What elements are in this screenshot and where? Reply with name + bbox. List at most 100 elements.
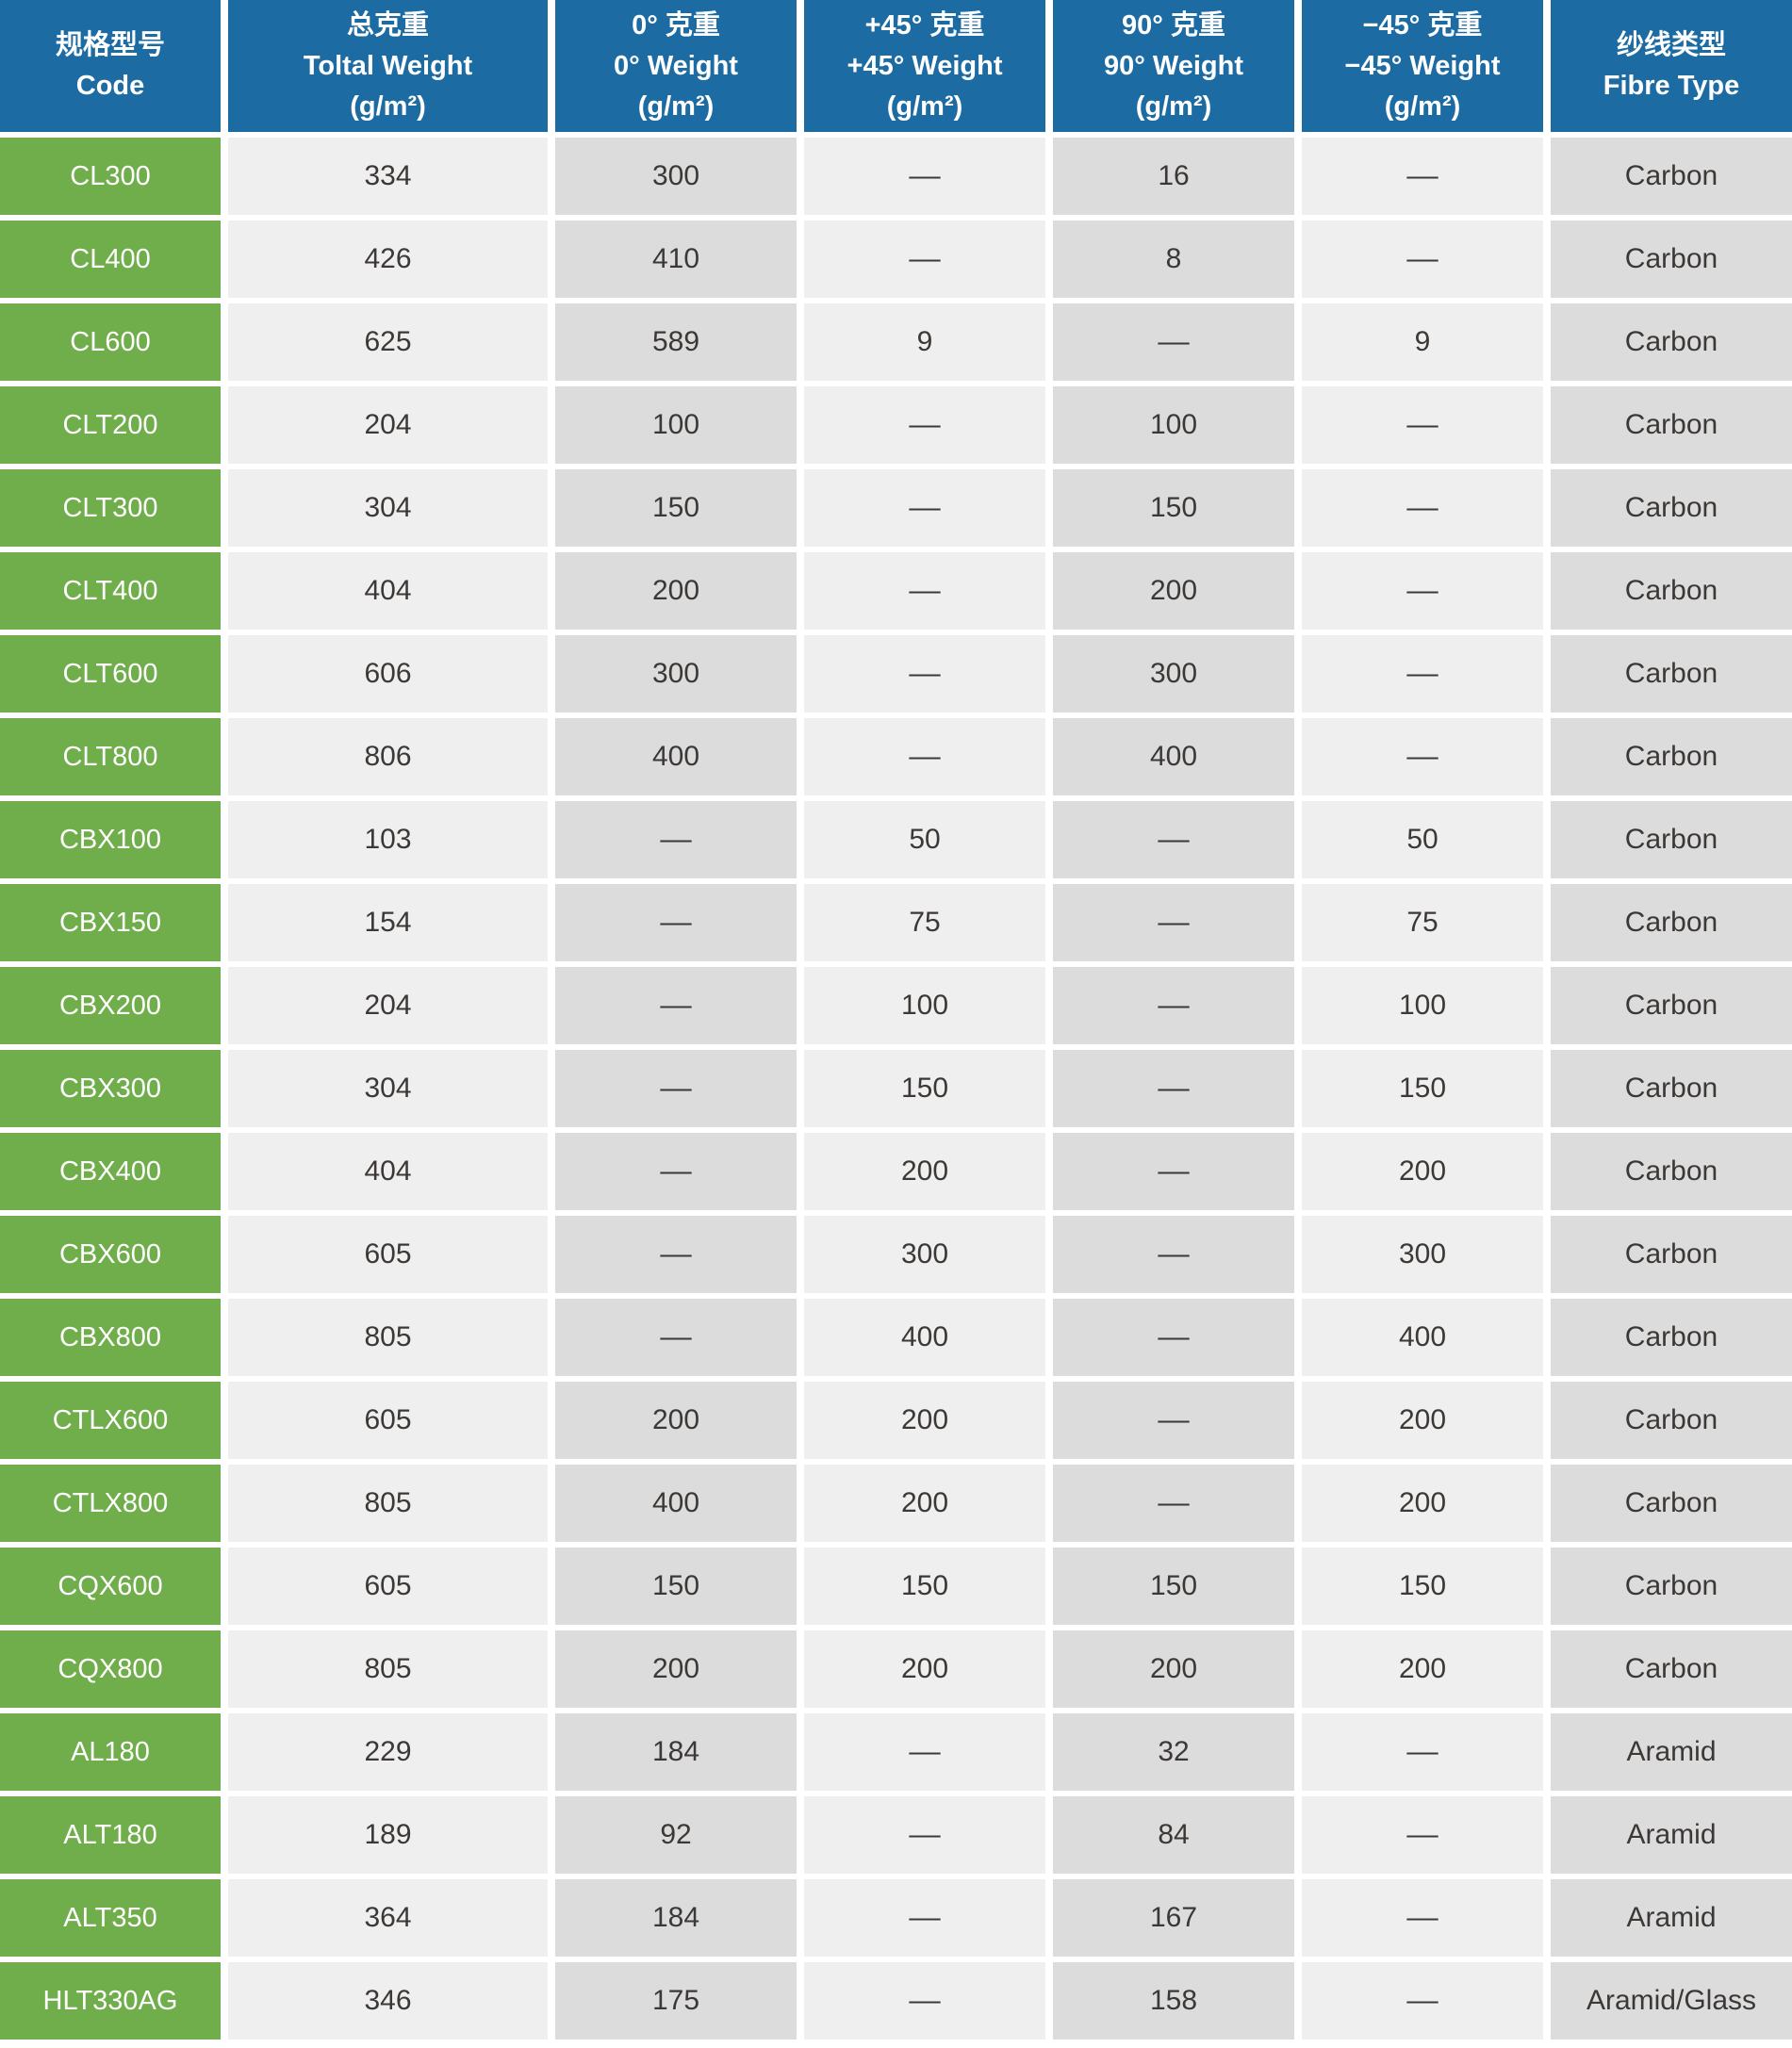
data-cell-w90: –– [1053, 1050, 1294, 1127]
data-cell-total: 805 [228, 1630, 548, 1708]
data-cell-m45: 200 [1302, 1133, 1543, 1210]
data-cell-fibre: Carbon [1551, 138, 1792, 215]
data-cell-w90: –– [1053, 801, 1294, 878]
data-cell-w0: 100 [555, 386, 797, 464]
column-header-total: 总克重 Toltal Weight (g/m²) [228, 0, 548, 132]
column-header-code-en: Code [75, 71, 145, 101]
data-cell-m45: –– [1302, 635, 1543, 713]
data-cell-w90: 300 [1053, 635, 1294, 713]
data-cell-total: 103 [228, 801, 548, 878]
column-header-p45-zh: +45° 克重 [864, 9, 985, 41]
column-header-w0: 0° 克重 0° Weight (g/m²) [555, 0, 797, 132]
header-row: 规格型号 Code 总克重 Toltal Weight (g/m²) 0° 克重 0° We… [0, 0, 1792, 132]
column-header-fibre-zh: 纱线类型 [1616, 30, 1726, 60]
data-cell-w0: –– [555, 1299, 797, 1376]
data-cell-total: 204 [228, 386, 548, 464]
row-code-cell: CLT400 [0, 552, 221, 630]
data-cell-w90: 16 [1053, 138, 1294, 215]
table-row: CL300 334 300 –– 16 –– Carbon [0, 138, 1792, 215]
data-cell-w0: 184 [555, 1713, 797, 1791]
row-code-cell: CBX400 [0, 1133, 221, 1210]
row-code-cell: CBX800 [0, 1299, 221, 1376]
data-cell-total: 189 [228, 1796, 548, 1874]
data-cell-fibre: Carbon [1551, 552, 1792, 630]
data-cell-w90: 150 [1053, 469, 1294, 547]
data-cell-p45: –– [804, 1796, 1045, 1874]
data-cell-fibre: Carbon [1551, 718, 1792, 795]
table-row: ALT180 189 92 –– 84 –– Aramid [0, 1796, 1792, 1874]
data-cell-w90: –– [1053, 1299, 1294, 1376]
data-cell-p45: –– [804, 718, 1045, 795]
data-cell-fibre: Carbon [1551, 469, 1792, 547]
data-cell-w0: 200 [555, 1382, 797, 1459]
data-cell-total: 404 [228, 1133, 548, 1210]
row-code-cell: CLT600 [0, 635, 221, 713]
column-header-total-unit: (g/m²) [350, 90, 426, 122]
row-code-cell: CLT800 [0, 718, 221, 795]
data-cell-fibre: Aramid [1551, 1796, 1792, 1874]
table-row: CTLX800 805 400 200 –– 200 Carbon [0, 1465, 1792, 1542]
data-cell-w0: 400 [555, 718, 797, 795]
data-cell-w0: 300 [555, 138, 797, 215]
table-row: CBX600 605 –– 300 –– 300 Carbon [0, 1216, 1792, 1293]
data-cell-w90: 158 [1053, 1962, 1294, 2040]
row-code-cell: CBX100 [0, 801, 221, 878]
table-row: CTLX600 605 200 200 –– 200 Carbon [0, 1382, 1792, 1459]
table-head: 规格型号 Code 总克重 Toltal Weight (g/m²) 0° 克重 0° We… [0, 0, 1792, 132]
row-code-cell: CQX600 [0, 1548, 221, 1625]
data-cell-m45: 200 [1302, 1630, 1543, 1708]
table-row: ALT350 364 184 –– 167 –– Aramid [0, 1879, 1792, 1957]
column-header-code: 规格型号 Code [0, 0, 221, 132]
data-cell-w0: 300 [555, 635, 797, 713]
data-cell-w90: –– [1053, 1382, 1294, 1459]
column-header-m45-zh: −45° 克重 [1362, 9, 1483, 41]
data-cell-w90: 167 [1053, 1879, 1294, 1957]
table-row: CBX800 805 –– 400 –– 400 Carbon [0, 1299, 1792, 1376]
row-code-cell: CTLX800 [0, 1465, 221, 1542]
column-header-m45-unit: (g/m²) [1384, 90, 1461, 122]
column-header-w0-zh: 0° 克重 [632, 9, 720, 41]
table-row: CQX800 805 200 200 200 200 Carbon [0, 1630, 1792, 1708]
table-row: CBX100 103 –– 50 –– 50 Carbon [0, 801, 1792, 878]
data-cell-fibre: Aramid/Glass [1551, 1962, 1792, 2040]
table-row: CLT600 606 300 –– 300 –– Carbon [0, 635, 1792, 713]
data-cell-m45: –– [1302, 718, 1543, 795]
data-cell-m45: –– [1302, 138, 1543, 215]
data-cell-w0: 92 [555, 1796, 797, 1874]
data-cell-m45: –– [1302, 1796, 1543, 1874]
data-cell-p45: –– [804, 138, 1045, 215]
row-code-cell: CL400 [0, 221, 221, 298]
data-cell-p45: –– [804, 221, 1045, 298]
data-cell-total: 605 [228, 1216, 548, 1293]
data-cell-p45: 9 [804, 303, 1045, 381]
data-cell-fibre: Carbon [1551, 1548, 1792, 1625]
data-cell-fibre: Carbon [1551, 221, 1792, 298]
data-cell-w0: –– [555, 967, 797, 1044]
data-cell-fibre: Carbon [1551, 303, 1792, 381]
row-code-cell: AL180 [0, 1713, 221, 1791]
data-cell-w90: 150 [1053, 1548, 1294, 1625]
data-cell-w90: 200 [1053, 1630, 1294, 1708]
data-cell-p45: 200 [804, 1630, 1045, 1708]
data-cell-fibre: Carbon [1551, 1216, 1792, 1293]
data-cell-w0: 200 [555, 552, 797, 630]
column-header-total-zh: 总克重 [346, 9, 429, 41]
data-cell-p45: 300 [804, 1216, 1045, 1293]
data-cell-p45: 200 [804, 1382, 1045, 1459]
data-cell-m45: –– [1302, 1962, 1543, 2040]
data-cell-p45: 50 [804, 801, 1045, 878]
column-header-m45: −45° 克重 −45° Weight (g/m²) [1302, 0, 1543, 132]
data-cell-total: 304 [228, 1050, 548, 1127]
data-cell-w0: 200 [555, 1630, 797, 1708]
data-cell-w0: –– [555, 1216, 797, 1293]
data-cell-total: 304 [228, 469, 548, 547]
data-cell-w0: 150 [555, 1548, 797, 1625]
data-cell-total: 605 [228, 1548, 548, 1625]
column-header-w90: 90° 克重 90° Weight (g/m²) [1053, 0, 1294, 132]
data-cell-m45: –– [1302, 469, 1543, 547]
data-cell-fibre: Carbon [1551, 967, 1792, 1044]
data-cell-fibre: Carbon [1551, 801, 1792, 878]
data-cell-m45: 9 [1302, 303, 1543, 381]
